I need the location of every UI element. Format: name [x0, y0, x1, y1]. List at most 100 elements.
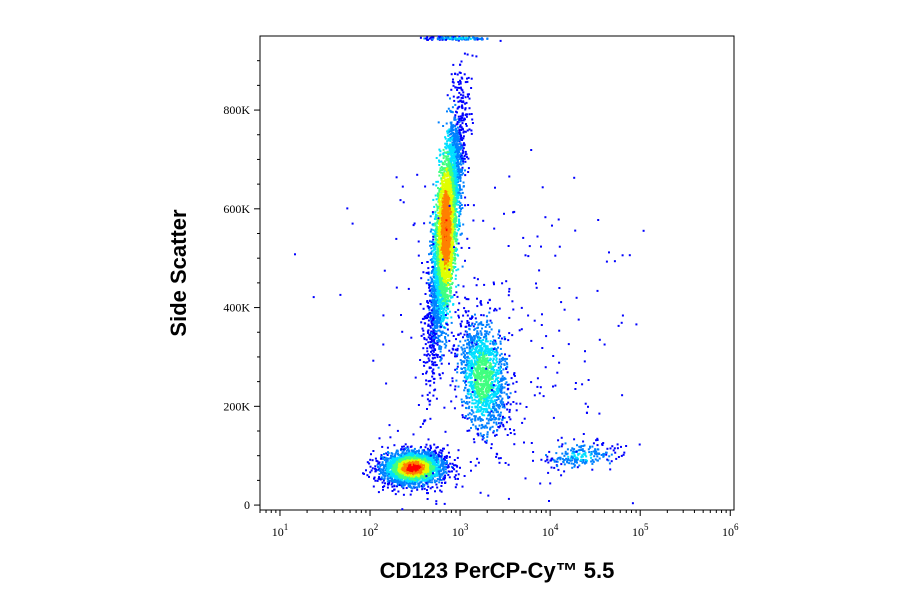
event-dot: [452, 252, 455, 255]
event-dot: [459, 115, 462, 118]
event-dot: [428, 403, 431, 406]
event-dot: [405, 454, 408, 457]
event-dot: [371, 467, 374, 470]
event-dot: [402, 458, 405, 460]
event-dot: [448, 226, 451, 229]
event-dot: [366, 461, 369, 464]
event-dot: [430, 321, 433, 324]
event-dot: [377, 477, 380, 480]
event-dot: [455, 269, 458, 272]
event-dot: [410, 466, 413, 469]
event-dot: [452, 78, 454, 81]
event-dot: [457, 268, 460, 271]
event-dot: [386, 486, 389, 489]
event-dot: [413, 453, 416, 456]
event-dot: [450, 240, 453, 243]
event-dot: [428, 311, 431, 314]
event-dot: [426, 466, 429, 469]
event-dot: [414, 469, 417, 472]
event-dot: [438, 373, 441, 376]
event-dot: [443, 457, 445, 460]
event-dot: [391, 475, 394, 478]
event-dot: [439, 449, 442, 452]
event-dot: [382, 471, 385, 474]
event-dot: [427, 278, 430, 281]
event-dot: [410, 490, 413, 493]
event-dot: [401, 463, 404, 466]
event-dot: [411, 470, 414, 472]
event-dot: [442, 477, 445, 480]
event-dot: [463, 143, 466, 146]
event-dot: [432, 276, 435, 279]
event-dot: [437, 315, 440, 318]
event-dot: [414, 465, 417, 468]
event-dot: [460, 197, 463, 199]
event-dot: [414, 472, 417, 475]
event-dot: [426, 330, 429, 333]
event-dot: [431, 304, 434, 307]
event-dot: [401, 478, 404, 481]
event-dot: [435, 364, 438, 366]
event-dot: [381, 461, 384, 464]
event-dot: [436, 343, 439, 346]
event-dot: [428, 474, 431, 477]
event-dot: [393, 460, 396, 463]
event-dot: [447, 255, 450, 258]
event-dot: [429, 459, 432, 462]
event-dot: [442, 467, 444, 470]
event-dot: [392, 462, 395, 465]
event-dot: [460, 195, 463, 197]
event-dot: [458, 128, 461, 131]
event-dot: [448, 456, 451, 459]
event-dot: [462, 142, 465, 145]
event-dot: [410, 467, 413, 470]
event-dot: [414, 479, 417, 482]
event-dot: [393, 444, 396, 447]
event-dot: [463, 475, 466, 477]
event-dot: [431, 375, 434, 378]
event-dot: [424, 465, 427, 468]
event-dot: [375, 468, 378, 471]
event-dot: [435, 480, 438, 483]
event-dot: [415, 474, 418, 477]
event-dot: [463, 117, 466, 120]
event-dot: [434, 310, 437, 312]
event-dot: [458, 223, 461, 226]
event-dot: [435, 218, 438, 221]
event-dot: [420, 455, 422, 457]
event-dot: [444, 136, 447, 139]
event-dot: [448, 470, 451, 473]
event-dot: [452, 249, 455, 252]
event-dot: [410, 474, 413, 477]
event-dot: [398, 484, 401, 486]
event-dot: [447, 473, 450, 476]
event-dot: [439, 477, 441, 479]
event-dot: [397, 471, 400, 474]
event-dot: [418, 454, 421, 457]
event-dot: [443, 466, 446, 469]
event-dot: [391, 485, 394, 488]
event-dot: [419, 469, 422, 472]
event-dot: [440, 452, 443, 455]
event-dot: [442, 309, 445, 312]
event-dot: [424, 469, 427, 472]
event-dot: [463, 155, 466, 157]
event-dot: [401, 486, 404, 488]
event-dot: [447, 334, 450, 337]
event-dot: [435, 241, 438, 244]
event-dot: [435, 225, 438, 228]
event-dot: [386, 478, 389, 481]
event-dot: [412, 467, 414, 470]
event-dot: [453, 142, 456, 145]
event-dot: [435, 312, 438, 315]
event-dot: [439, 489, 442, 492]
event-dot: [440, 459, 443, 462]
event-dot: [403, 449, 405, 452]
event-dot: [413, 461, 415, 464]
event-dot: [459, 202, 462, 205]
event-dot: [397, 475, 400, 478]
event-dot: [394, 475, 396, 477]
event-dot: [446, 295, 449, 298]
event-dot: [391, 457, 394, 460]
event-dot: [408, 482, 411, 485]
